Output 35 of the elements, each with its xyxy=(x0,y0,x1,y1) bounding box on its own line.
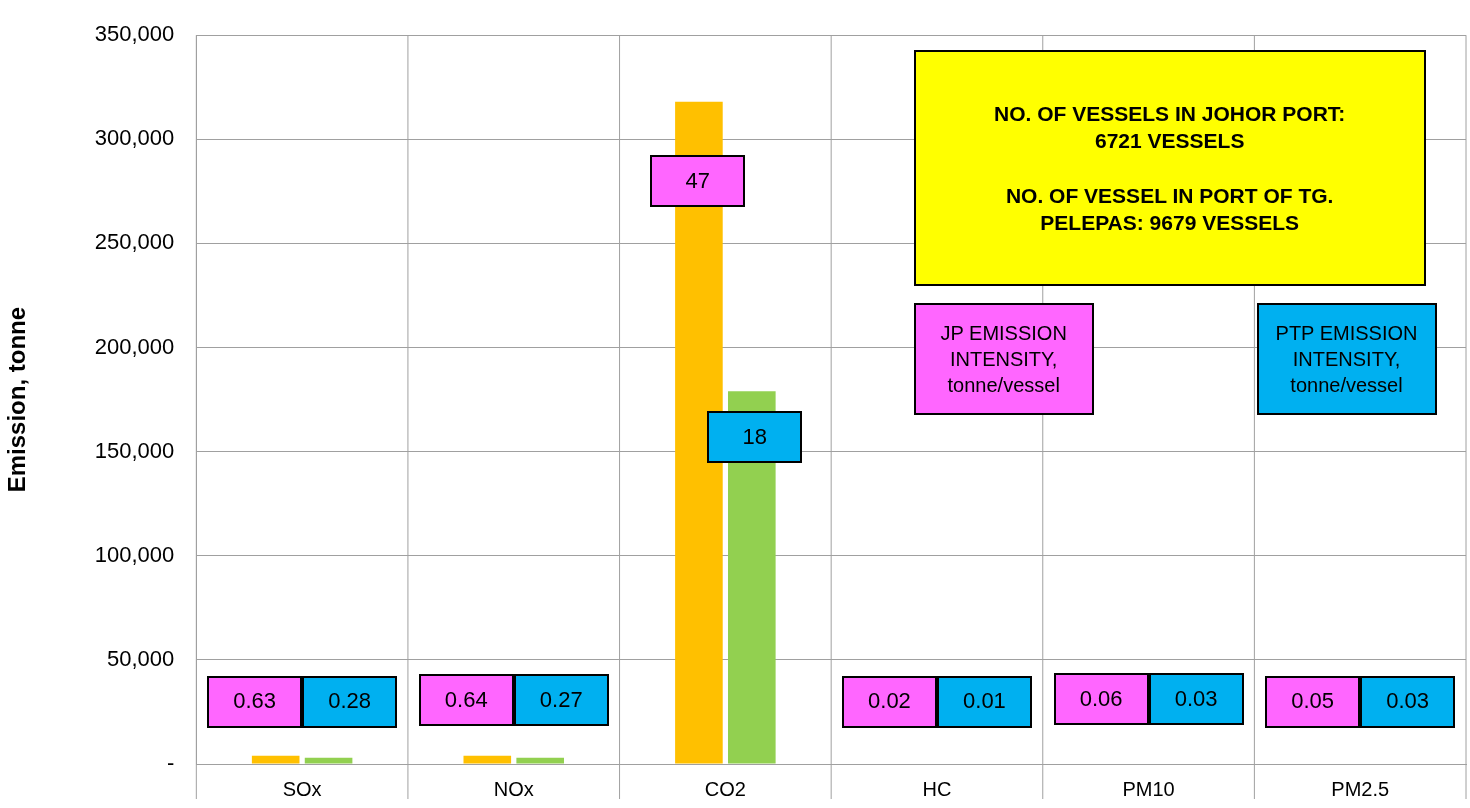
text-box: 0.27 xyxy=(513,674,609,727)
text-box: 0.64 xyxy=(418,674,514,727)
x-tick-label: NOx xyxy=(493,777,534,800)
bar xyxy=(304,757,353,764)
bar xyxy=(675,101,723,764)
text-box: 0.02 xyxy=(841,675,937,728)
text-box: 0.05 xyxy=(1265,675,1361,728)
y-tick-label: 50,000 xyxy=(107,645,175,671)
y-tick-label: 250,000 xyxy=(94,229,175,255)
text-box: 0.03 xyxy=(1148,673,1244,726)
y-axis-title: Emission, tonne xyxy=(3,306,31,493)
y-tick-label: 300,000 xyxy=(94,125,175,151)
x-tick-label: PM10 xyxy=(1122,777,1175,800)
x-tick-label: CO2 xyxy=(704,777,746,800)
text-box: 0.28 xyxy=(302,675,398,728)
text-box: 0.63 xyxy=(207,675,303,728)
x-tick-label: PM2.5 xyxy=(1331,777,1390,800)
text-box: 47 xyxy=(650,154,746,207)
y-tick-label: - xyxy=(167,750,175,776)
text-box: NO. OF VESSELS IN JOHOR PORT: 6721 VESSELS NO. OF VESSEL IN PORT OF TG. PELEPAS: 9679 VESSELS xyxy=(913,50,1426,287)
x-tick-label: SOx xyxy=(282,777,322,800)
y-tick-label: 200,000 xyxy=(94,333,175,359)
y-tick-label: 150,000 xyxy=(94,437,175,463)
bar xyxy=(251,755,300,764)
y-tick-label: 100,000 xyxy=(94,541,175,567)
text-box: 0.03 xyxy=(1360,675,1456,728)
bar xyxy=(516,757,564,764)
bar xyxy=(463,755,512,764)
text-box: 18 xyxy=(707,411,803,464)
text-box: JP EMISSION INTENSITY, tonne/vessel xyxy=(913,303,1094,416)
y-tick-label: 350,000 xyxy=(94,21,175,47)
text-box: 0.06 xyxy=(1053,673,1149,726)
x-tick-label: HC xyxy=(922,777,952,800)
text-box: PTP EMISSION INTENSITY, tonne/vessel xyxy=(1256,303,1437,416)
text-box: 0.01 xyxy=(936,675,1032,728)
